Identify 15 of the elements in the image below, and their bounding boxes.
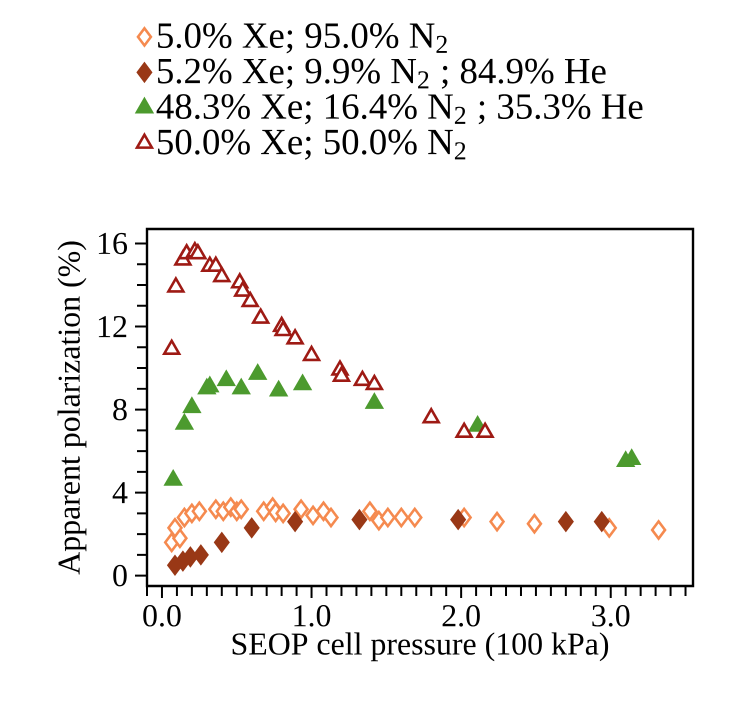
x-tick-label: 0.0: [143, 605, 181, 627]
y-axis-title: Apparent polarization (%): [57, 242, 86, 574]
legend-label: 5.2% Xe; 9.9% N$_{2}$ ; 84.9% He: [158, 58, 606, 89]
y-tick-label: 4: [112, 482, 128, 504]
x-tick-label: 3.0: [592, 605, 630, 627]
legend-label: 50.0% Xe; 50.0% N$_{2}$: [158, 130, 466, 160]
legend-label: 48.3% Xe; 16.4% N$_{2}$ ; 35.3% He: [156, 94, 642, 124]
y-tick-label: 16: [98, 232, 128, 254]
x-tick-label: 1.0: [294, 605, 330, 627]
legend-label: 5.0% Xe; 95.0% N$_{2}$: [158, 23, 447, 54]
y-tick-label: 8: [113, 398, 127, 420]
y-tick-label: 12: [98, 316, 126, 338]
x-axis-title: SEOP cell pressure (100 kPa): [232, 632, 608, 662]
y-tick-label: 0: [113, 564, 127, 586]
x-tick-label: 2.0: [442, 605, 480, 627]
